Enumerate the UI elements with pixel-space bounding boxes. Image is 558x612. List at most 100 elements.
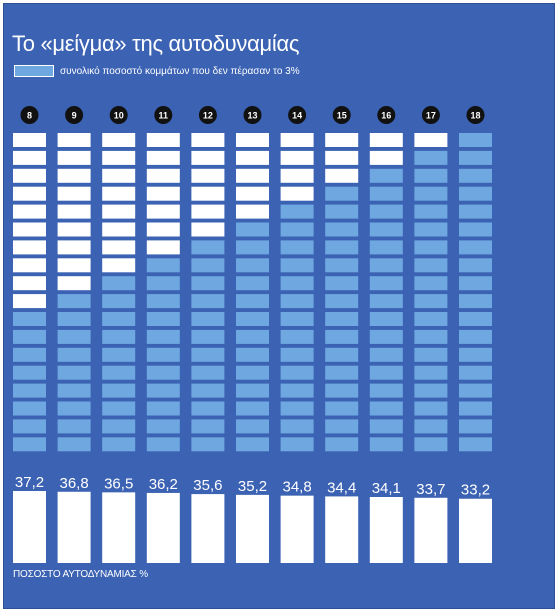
grid-cell-empty <box>102 150 136 165</box>
data-label: 33,7 <box>416 481 445 498</box>
grid-cell-filled <box>236 312 269 326</box>
category-badge <box>421 106 440 124</box>
category-label: 15 <box>337 111 347 121</box>
grid-cell-empty <box>102 258 136 273</box>
grid-cell-empty <box>102 204 136 219</box>
grid-cell-filled <box>459 401 492 416</box>
category-label: 8 <box>27 111 32 121</box>
grid-cell-filled <box>325 419 359 434</box>
category-label: 12 <box>203 111 213 121</box>
grid-cell-filled <box>414 276 448 291</box>
grid-cell-empty <box>325 133 359 147</box>
total-bar <box>102 492 136 563</box>
category-badge <box>332 106 351 124</box>
category-badge <box>466 106 485 124</box>
grid-cell-filled <box>146 383 180 398</box>
grid-cell-empty <box>57 133 91 147</box>
grid-cell-filled <box>57 312 91 326</box>
category-badge <box>377 106 396 124</box>
grid-cell-empty <box>191 204 225 219</box>
grid-cell-filled <box>102 437 136 452</box>
grid-cell-filled <box>236 240 269 255</box>
grid-cell-filled <box>57 401 91 416</box>
grid-cell-filled <box>325 186 359 201</box>
grid-cell-filled <box>57 383 91 398</box>
grid-cell-empty <box>13 240 46 255</box>
grid-cell-empty <box>57 258 91 273</box>
grid-cell-filled <box>414 437 448 452</box>
grid-cell-empty <box>280 150 314 165</box>
grid-cell-empty <box>146 222 180 237</box>
grid-cell-filled <box>236 276 269 291</box>
grid-cell-filled <box>191 401 225 416</box>
data-label: 34,4 <box>327 479 356 496</box>
grid-cell-filled <box>236 294 269 309</box>
grid-cell-filled <box>459 240 492 255</box>
grid-cell-filled <box>369 240 403 255</box>
grid-cell-filled <box>459 150 492 165</box>
grid-cell-filled <box>57 294 91 309</box>
grid-cell-empty <box>236 150 269 165</box>
grid-cell-filled <box>57 437 91 452</box>
grid-cell-filled <box>414 186 448 201</box>
legend: συνολικό ποσοστό κομμάτων που δεν πέρασα… <box>14 64 300 78</box>
total-bar <box>325 496 359 563</box>
grid-cell-filled <box>191 437 225 452</box>
grid-cell-empty <box>146 168 180 183</box>
grid-cell-empty <box>146 240 180 255</box>
total-bar <box>13 491 46 563</box>
category-badge <box>198 106 217 124</box>
grid-cell-filled <box>369 222 403 237</box>
category-label: 13 <box>247 111 257 121</box>
grid-cell-filled <box>369 401 403 416</box>
grid-cell-filled <box>191 258 225 273</box>
category-badge <box>65 106 84 124</box>
grid-cell-filled <box>236 222 269 237</box>
grid-cell-filled <box>325 312 359 326</box>
grid-cell-filled <box>236 419 269 434</box>
total-bar <box>459 498 492 563</box>
grid-cell-empty <box>236 168 269 183</box>
grid-cell-filled <box>236 401 269 416</box>
grid-cell-filled <box>459 347 492 362</box>
grid-cell-empty <box>13 204 46 219</box>
category-label: 17 <box>426 111 436 121</box>
chart-title: Το «μείγμα» της αυτοδυναμίας <box>12 31 300 56</box>
grid-cell-filled <box>57 365 91 380</box>
grid-cell-filled <box>414 365 448 380</box>
grid-cell-filled <box>236 347 269 362</box>
grid-cell-empty <box>325 168 359 183</box>
grid-cell-empty <box>414 133 448 147</box>
grid-cell-empty <box>13 276 46 291</box>
grid-cell-empty <box>325 150 359 165</box>
grid-cell-empty <box>13 222 46 237</box>
category-label: 14 <box>292 111 302 121</box>
grid-cell-filled <box>102 347 136 362</box>
grid-cell-filled <box>369 383 403 398</box>
grid-cell-filled <box>146 294 180 309</box>
grid-cell-filled <box>13 365 46 380</box>
total-bar <box>414 497 448 563</box>
grid-cell-empty <box>102 186 136 201</box>
grid-cell-filled <box>280 383 314 398</box>
grid-cell-filled <box>236 365 269 380</box>
grid-cell-empty <box>191 133 225 147</box>
grid-cell-empty <box>369 133 403 147</box>
grid-cell-filled <box>369 347 403 362</box>
grid-cell-filled <box>146 401 180 416</box>
grid-cell-filled <box>102 401 136 416</box>
grid-cell-filled <box>13 419 46 434</box>
grid-cell-filled <box>325 347 359 362</box>
grid-cell-filled <box>13 383 46 398</box>
grid-cell-empty <box>146 204 180 219</box>
total-bar <box>191 494 225 563</box>
grid-cell-filled <box>369 258 403 273</box>
grid-cell-filled <box>280 401 314 416</box>
grid-cell-filled <box>459 383 492 398</box>
grid-cell-filled <box>191 383 225 398</box>
grid-cell-empty <box>102 133 136 147</box>
data-label: 35,2 <box>238 478 267 495</box>
legend-label: συνολικό ποσοστό κομμάτων που δεν πέρασα… <box>60 65 300 77</box>
grid-cell-empty <box>13 186 46 201</box>
grid-cell-filled <box>57 329 91 344</box>
